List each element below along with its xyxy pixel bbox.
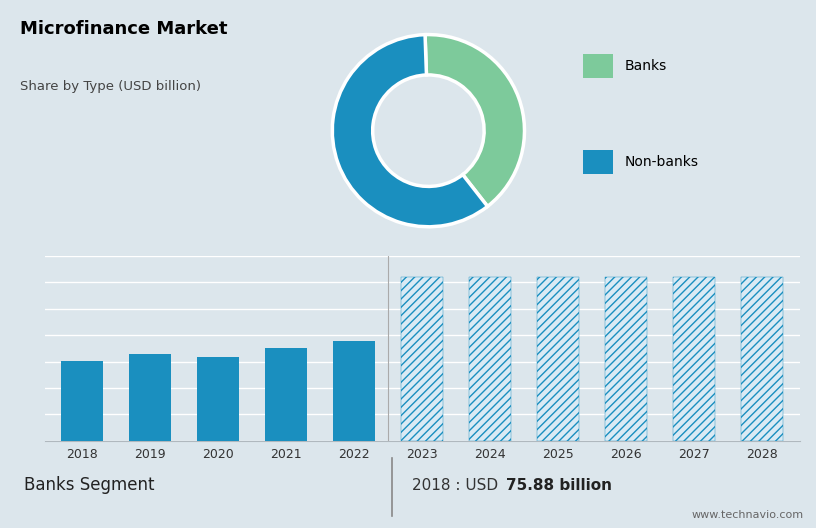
Text: www.technavio.com: www.technavio.com (692, 510, 804, 520)
Text: Share by Type (USD billion): Share by Type (USD billion) (20, 80, 202, 93)
Bar (265, 348, 308, 441)
Text: Non-banks: Non-banks (625, 155, 699, 169)
Bar (673, 277, 716, 441)
Text: Banks Segment: Banks Segment (24, 476, 155, 494)
Bar (401, 277, 443, 441)
Bar (333, 341, 375, 441)
Bar (61, 361, 104, 441)
Bar (469, 277, 512, 441)
Text: Microfinance Market: Microfinance Market (20, 20, 228, 38)
Text: Banks: Banks (625, 59, 667, 73)
Bar (583, 150, 613, 174)
Bar (129, 354, 171, 441)
Bar (197, 357, 239, 441)
Bar (583, 54, 613, 78)
Wedge shape (425, 35, 525, 206)
Bar (537, 277, 579, 441)
Wedge shape (332, 35, 488, 227)
Text: 2018 : USD: 2018 : USD (412, 478, 503, 493)
Bar (605, 277, 647, 441)
Text: 75.88 billion: 75.88 billion (506, 478, 612, 493)
Bar (741, 277, 783, 441)
